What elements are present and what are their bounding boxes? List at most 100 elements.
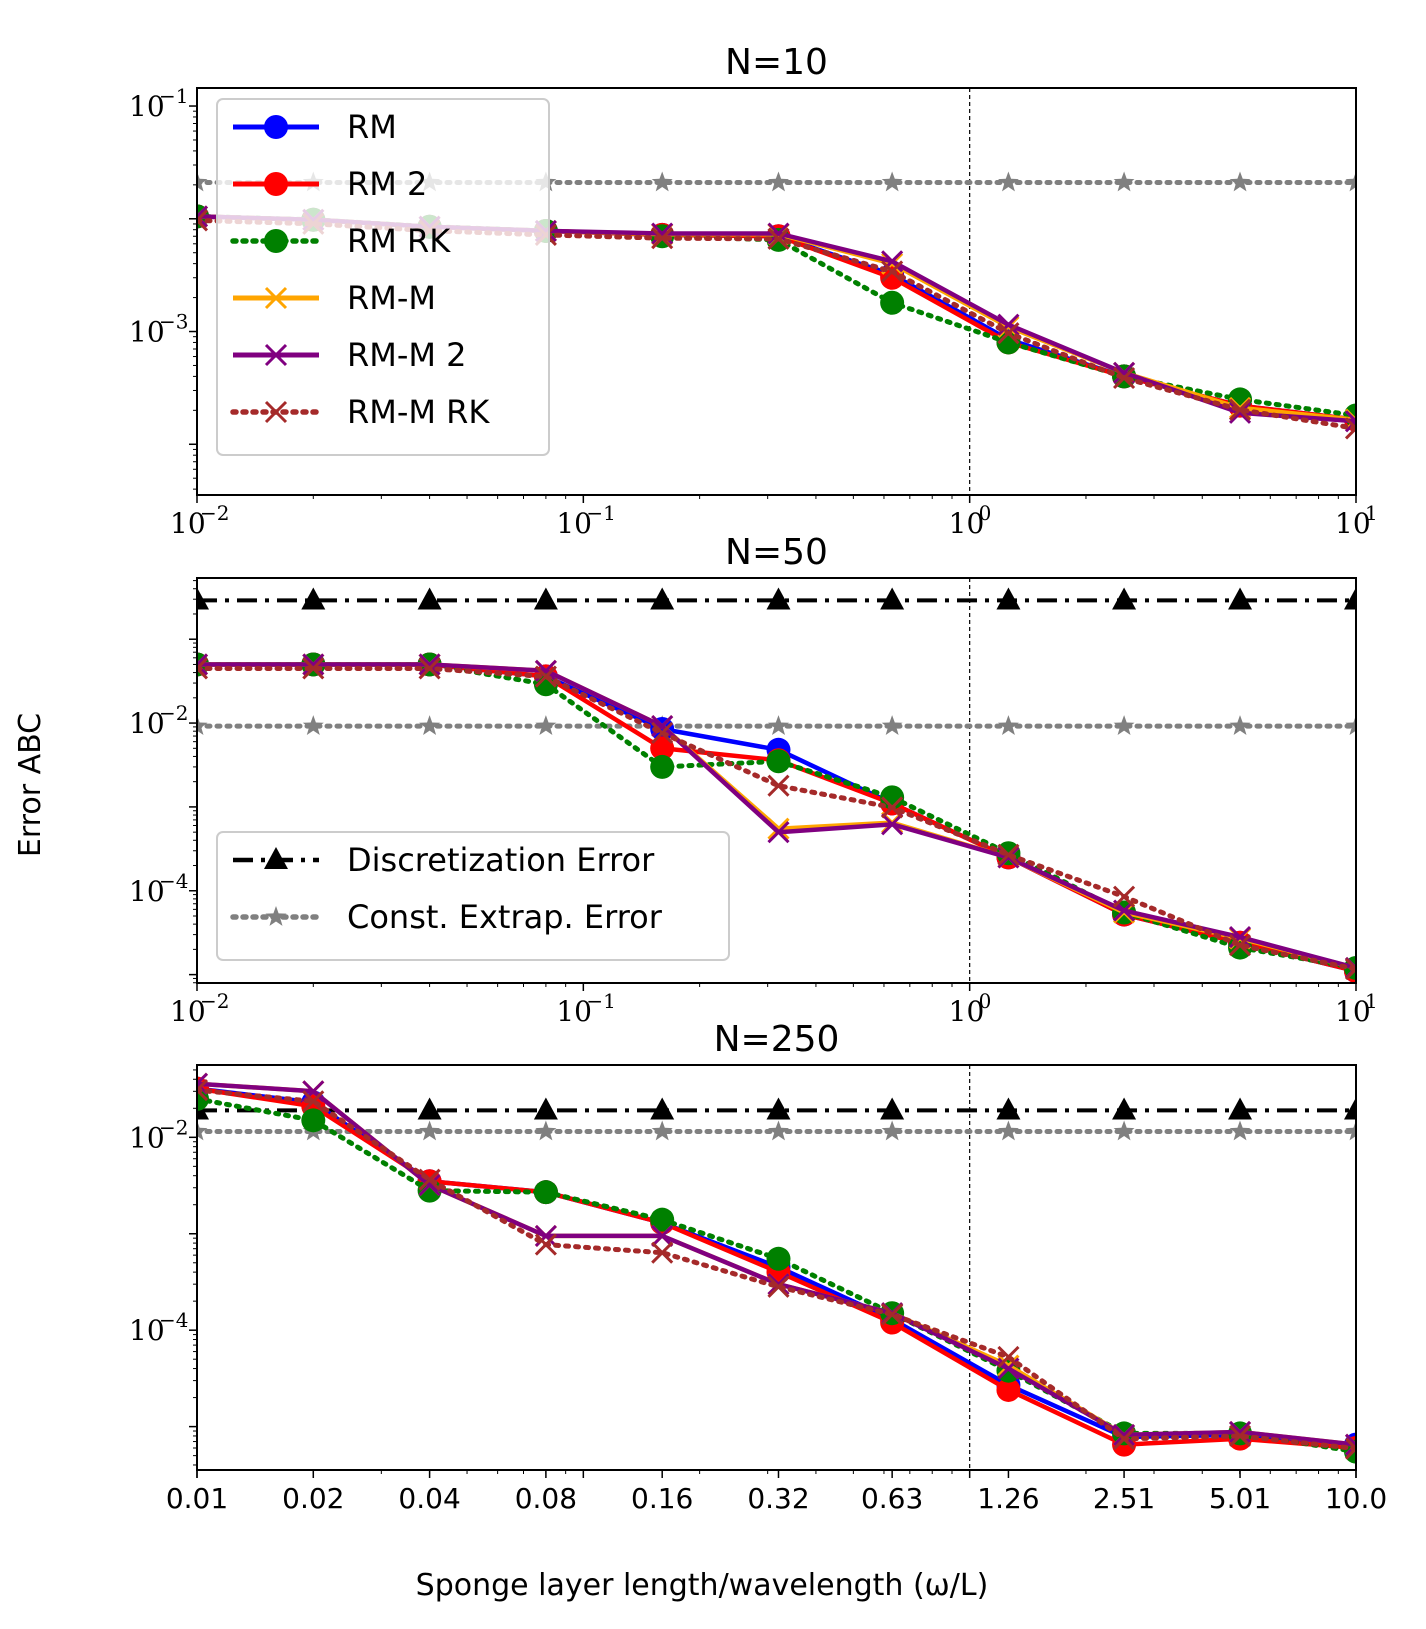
data-point-rm-m-rk-9 bbox=[1228, 1424, 1252, 1448]
data-point-discretization-error-7 bbox=[996, 1097, 1021, 1120]
x-tick-label-0-3-exp: 1 bbox=[1365, 501, 1378, 525]
data-point-const-extrap-error-10 bbox=[1345, 171, 1356, 192]
x-tick-label-0-1: 10−1 bbox=[556, 501, 615, 540]
series-rm-m-rk bbox=[197, 1079, 1356, 1460]
data-point-rm-rk-1 bbox=[301, 1108, 326, 1133]
x-tick-label-2-6: 0.63 bbox=[861, 1482, 923, 1515]
x-tick-label-0-3: 101 bbox=[1335, 501, 1378, 540]
data-point-rm-m-rk-6 bbox=[881, 796, 904, 819]
x-tick-label-2-2: 0.04 bbox=[398, 1482, 460, 1515]
data-point-rm-2-7 bbox=[996, 1377, 1021, 1402]
data-point-discretization-error-8 bbox=[1112, 1097, 1137, 1120]
data-point-rm-m-2-10 bbox=[1344, 1433, 1356, 1456]
data-point-rm-m-rk-3 bbox=[534, 665, 557, 688]
data-point-discretization-error-10 bbox=[1344, 1097, 1356, 1120]
x-tick-label-1-3: 101 bbox=[1335, 989, 1378, 1028]
x-tick-label-2-10: 10.0 bbox=[1325, 1482, 1387, 1515]
data-point-const-extrap-error-5 bbox=[768, 715, 789, 735]
data-point-const-extrap-error-2 bbox=[419, 715, 441, 735]
axes-frame-0 bbox=[196, 87, 1357, 496]
data-point-rm-m-2-2 bbox=[418, 1173, 441, 1197]
data-point-rm-m-rk-2 bbox=[418, 657, 441, 680]
data-point-rm-m-rk-6 bbox=[881, 260, 904, 283]
data-point-rm-m-rk-5 bbox=[767, 227, 790, 250]
data-point-discretization-error-2 bbox=[417, 587, 442, 610]
panel-title-2: N=250 bbox=[714, 1019, 840, 1060]
data-point-discretization-error-7 bbox=[996, 587, 1021, 610]
x-tick-label-1-3-base: 10 bbox=[1335, 995, 1371, 1028]
data-point-rm-m-rk-5 bbox=[767, 774, 790, 797]
data-point-discretization-error-5 bbox=[766, 587, 791, 610]
legend-marker-rm-m-rk bbox=[264, 400, 288, 424]
series-line-rm-m-rk bbox=[197, 666, 1356, 972]
data-point-const-extrap-error-1 bbox=[302, 715, 324, 735]
x-tick-label-2-5: 0.32 bbox=[747, 1482, 809, 1515]
data-point-rm-m-rk-7 bbox=[997, 322, 1020, 345]
y-tick-label-2-0: 10−2 bbox=[129, 1115, 188, 1154]
data-point-rm-m-rk-8 bbox=[1113, 1427, 1136, 1450]
y-tick-label-0-0-base: 10 bbox=[129, 90, 165, 123]
legend-label-rm-2: RM 2 bbox=[347, 165, 427, 203]
data-point-discretization-error-4 bbox=[650, 1097, 675, 1120]
data-point-rm-m-rk-7 bbox=[997, 1345, 1020, 1369]
series-discretization-error bbox=[197, 587, 1356, 610]
data-point-rm-m-2-8 bbox=[1113, 1423, 1136, 1446]
data-point-rm-m-rk-4 bbox=[651, 1241, 674, 1264]
data-point-rm-m-rk-4 bbox=[651, 227, 674, 250]
data-point-rm-m-rk-0 bbox=[197, 1079, 209, 1102]
data-point-rm-rk-5 bbox=[766, 749, 791, 774]
data-point-rm-m-rk-9 bbox=[1228, 934, 1252, 957]
data-point-rm-rk-4 bbox=[650, 754, 675, 779]
legend-marker-discretization-error bbox=[264, 847, 288, 869]
series-rm-m-rk bbox=[197, 657, 1356, 981]
data-point-rm-m-rk-8 bbox=[1113, 366, 1136, 390]
data-point-rm-2-4 bbox=[650, 736, 675, 761]
legend-marker-rm-rk bbox=[264, 229, 288, 253]
data-point-rm-m-rk-2 bbox=[418, 1168, 441, 1191]
data-point-rm-m-rk-1 bbox=[302, 1090, 325, 1113]
data-point-const-extrap-error-9 bbox=[1229, 171, 1251, 192]
data-point-rm-m-rk-7 bbox=[997, 843, 1020, 866]
legend-label-rm: RM bbox=[347, 108, 397, 146]
y-tick-label-1-0-exp: −2 bbox=[159, 701, 188, 725]
data-point-const-extrap-error-3 bbox=[535, 1120, 557, 1141]
x-tick-label-1-1-exp: −1 bbox=[586, 989, 615, 1013]
y-tick-label-2-1: 10−4 bbox=[129, 1308, 188, 1347]
legend-marker-rm bbox=[264, 115, 288, 139]
legend-marker-const-extrap-error bbox=[265, 906, 287, 926]
data-point-const-extrap-error-2 bbox=[419, 1120, 441, 1141]
legend-label-rm-m-rk: RM-M RK bbox=[347, 393, 490, 431]
data-point-discretization-error-3 bbox=[533, 587, 558, 610]
y-tick-label-1-1-base: 10 bbox=[129, 875, 165, 908]
data-point-const-extrap-error-7 bbox=[998, 715, 1019, 735]
data-point-const-extrap-error-9 bbox=[1229, 1120, 1251, 1141]
x-tick-label-2-7: 1.26 bbox=[977, 1482, 1039, 1515]
data-point-rm-m-2-5 bbox=[767, 821, 790, 844]
data-point-const-extrap-error-8 bbox=[1113, 715, 1135, 735]
data-point-rm-m-2-7 bbox=[997, 313, 1020, 336]
data-point-rm-m-2-4 bbox=[651, 715, 674, 738]
y-tick-label-2-0-base: 10 bbox=[129, 1121, 165, 1154]
y-tick-label-2-1-exp: −4 bbox=[159, 1308, 188, 1332]
y-tick-label-1-1-exp: −4 bbox=[159, 869, 188, 893]
data-point-discretization-error-1 bbox=[301, 587, 326, 610]
x-tick-label-1-2-exp: 0 bbox=[979, 989, 992, 1013]
data-point-const-extrap-error-0 bbox=[197, 171, 208, 192]
data-point-rm-m-2-4 bbox=[651, 1224, 674, 1247]
y-tick-label-0-1-base: 10 bbox=[129, 316, 165, 349]
data-point-rm-m-rk-10 bbox=[1344, 1437, 1356, 1460]
legend-main-box bbox=[216, 98, 550, 456]
data-point-rm-m-2-1 bbox=[302, 653, 325, 676]
data-point-rm-rk-6 bbox=[880, 290, 905, 315]
axes-frame-1 bbox=[196, 577, 1357, 984]
data-point-rm-rk-5 bbox=[766, 1246, 791, 1271]
x-tick-label-0-0: 10−2 bbox=[170, 501, 229, 540]
data-point-rm-m-2-1 bbox=[302, 1080, 325, 1103]
data-point-const-extrap-error-8 bbox=[1113, 171, 1135, 192]
x-tick-label-0-1-exp: −1 bbox=[586, 501, 615, 525]
data-point-const-extrap-error-5 bbox=[768, 1120, 789, 1141]
data-point-const-extrap-error-4 bbox=[651, 171, 673, 192]
